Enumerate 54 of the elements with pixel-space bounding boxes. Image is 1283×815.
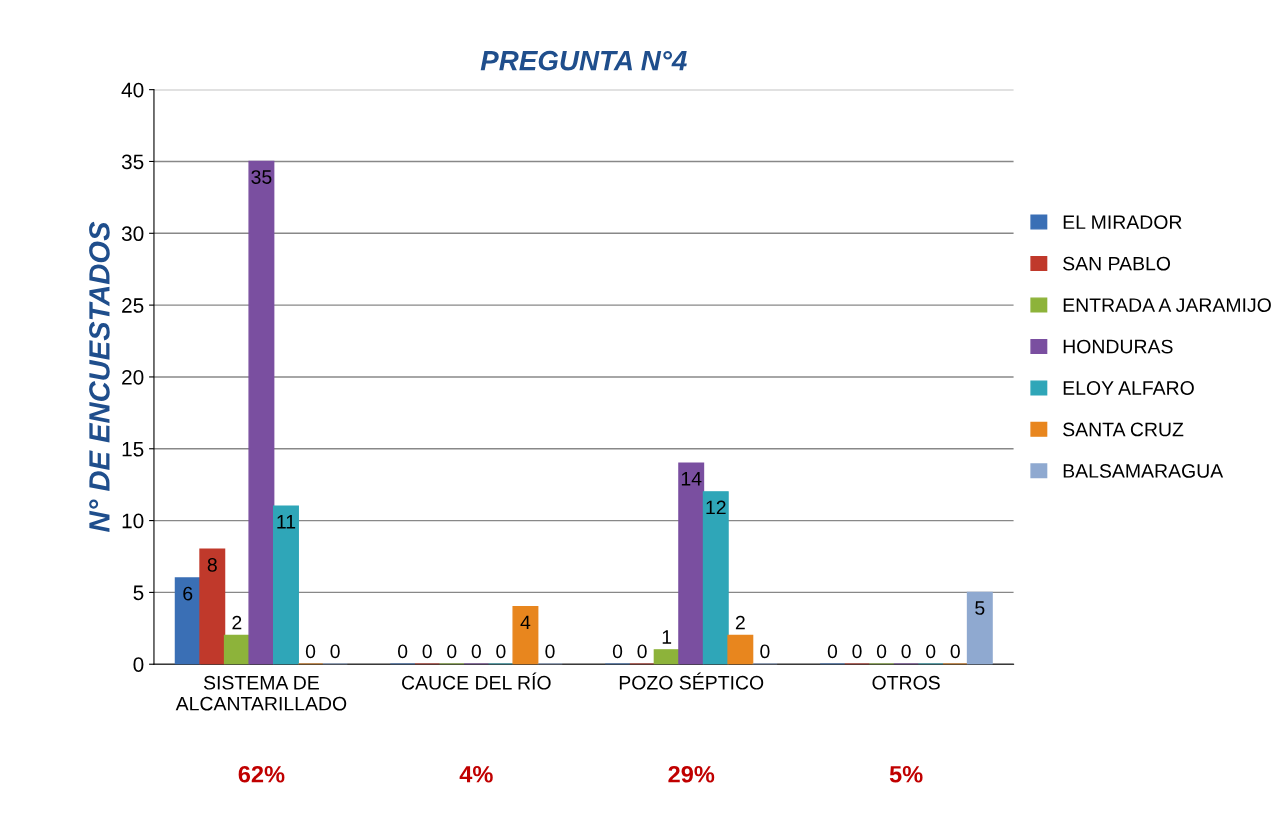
data-label: 1 bbox=[662, 630, 672, 644]
legend-label: SANTA CRUZ bbox=[1063, 422, 1184, 437]
data-label: 0 bbox=[330, 644, 340, 659]
legend-label: HONDURAS bbox=[1063, 339, 1173, 354]
chart-title: PREGUNTA N°4 bbox=[480, 50, 687, 71]
data-label: 6 bbox=[183, 586, 193, 601]
y-tick-label: 5 bbox=[133, 585, 144, 601]
data-label: 12 bbox=[706, 500, 726, 515]
y-tick-label: 15 bbox=[122, 441, 144, 457]
data-label: 0 bbox=[852, 644, 862, 659]
legend-label: ELOY ALFARO bbox=[1063, 381, 1194, 395]
data-label: 11 bbox=[277, 515, 296, 529]
y-tick-label: 40 bbox=[121, 82, 144, 98]
data-label: 0 bbox=[612, 644, 623, 659]
data-label: 5 bbox=[975, 601, 985, 615]
legend-label: SAN PABLO bbox=[1063, 256, 1171, 271]
data-label: 0 bbox=[496, 644, 506, 659]
y-tick-label: 35 bbox=[121, 154, 144, 170]
text: 62% bbox=[238, 765, 285, 783]
x-tick-label: CAUCE DEL RÍO bbox=[402, 672, 551, 690]
data-label: 0 bbox=[637, 644, 647, 659]
legend-label: ENTRADA A JARAMIJO bbox=[1063, 298, 1271, 312]
y-tick-label: 30 bbox=[121, 226, 144, 242]
data-label: 2 bbox=[735, 615, 745, 630]
x-tick-label: POZO SÉPTICO bbox=[619, 672, 764, 690]
data-label: 2 bbox=[232, 615, 242, 630]
data-label: 0 bbox=[545, 644, 555, 659]
data-label: 0 bbox=[422, 644, 432, 659]
x-tick-label: SISTEMA DE ALCANTARILLADO bbox=[175, 675, 347, 711]
data-label: 35 bbox=[251, 170, 272, 184]
text: 4% bbox=[459, 765, 493, 783]
data-label: 4 bbox=[520, 615, 531, 630]
data-label: 0 bbox=[926, 644, 936, 659]
data-label: 0 bbox=[305, 644, 316, 659]
text: 5% bbox=[889, 765, 923, 783]
data-label: 14 bbox=[681, 472, 702, 486]
y-tick-label: 0 bbox=[133, 657, 144, 672]
y-tick-label: 25 bbox=[122, 298, 144, 313]
data-label: 0 bbox=[471, 644, 481, 659]
y-tick-label: 10 bbox=[122, 513, 144, 529]
y-tick-label: 20 bbox=[122, 369, 144, 385]
y-axis-title: N° DE ENCUESTADOS bbox=[89, 221, 110, 532]
data-label: 0 bbox=[876, 644, 887, 659]
data-label: 0 bbox=[950, 644, 960, 659]
data-label: 0 bbox=[760, 644, 770, 659]
legend-label: BALSAMARAGUA bbox=[1063, 464, 1224, 478]
data-label: 0 bbox=[447, 644, 457, 659]
x-tick-label: OTROS bbox=[872, 675, 940, 690]
legend-label: EL MIRADOR bbox=[1063, 215, 1182, 230]
text: 29% bbox=[668, 765, 715, 783]
data-label: 0 bbox=[901, 644, 911, 659]
data-label: 0 bbox=[397, 644, 408, 659]
data-label: 8 bbox=[207, 558, 217, 572]
data-label: 0 bbox=[827, 644, 838, 659]
